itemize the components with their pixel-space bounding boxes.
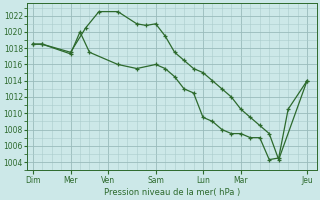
X-axis label: Pression niveau de la mer( hPa ): Pression niveau de la mer( hPa ) (104, 188, 240, 197)
